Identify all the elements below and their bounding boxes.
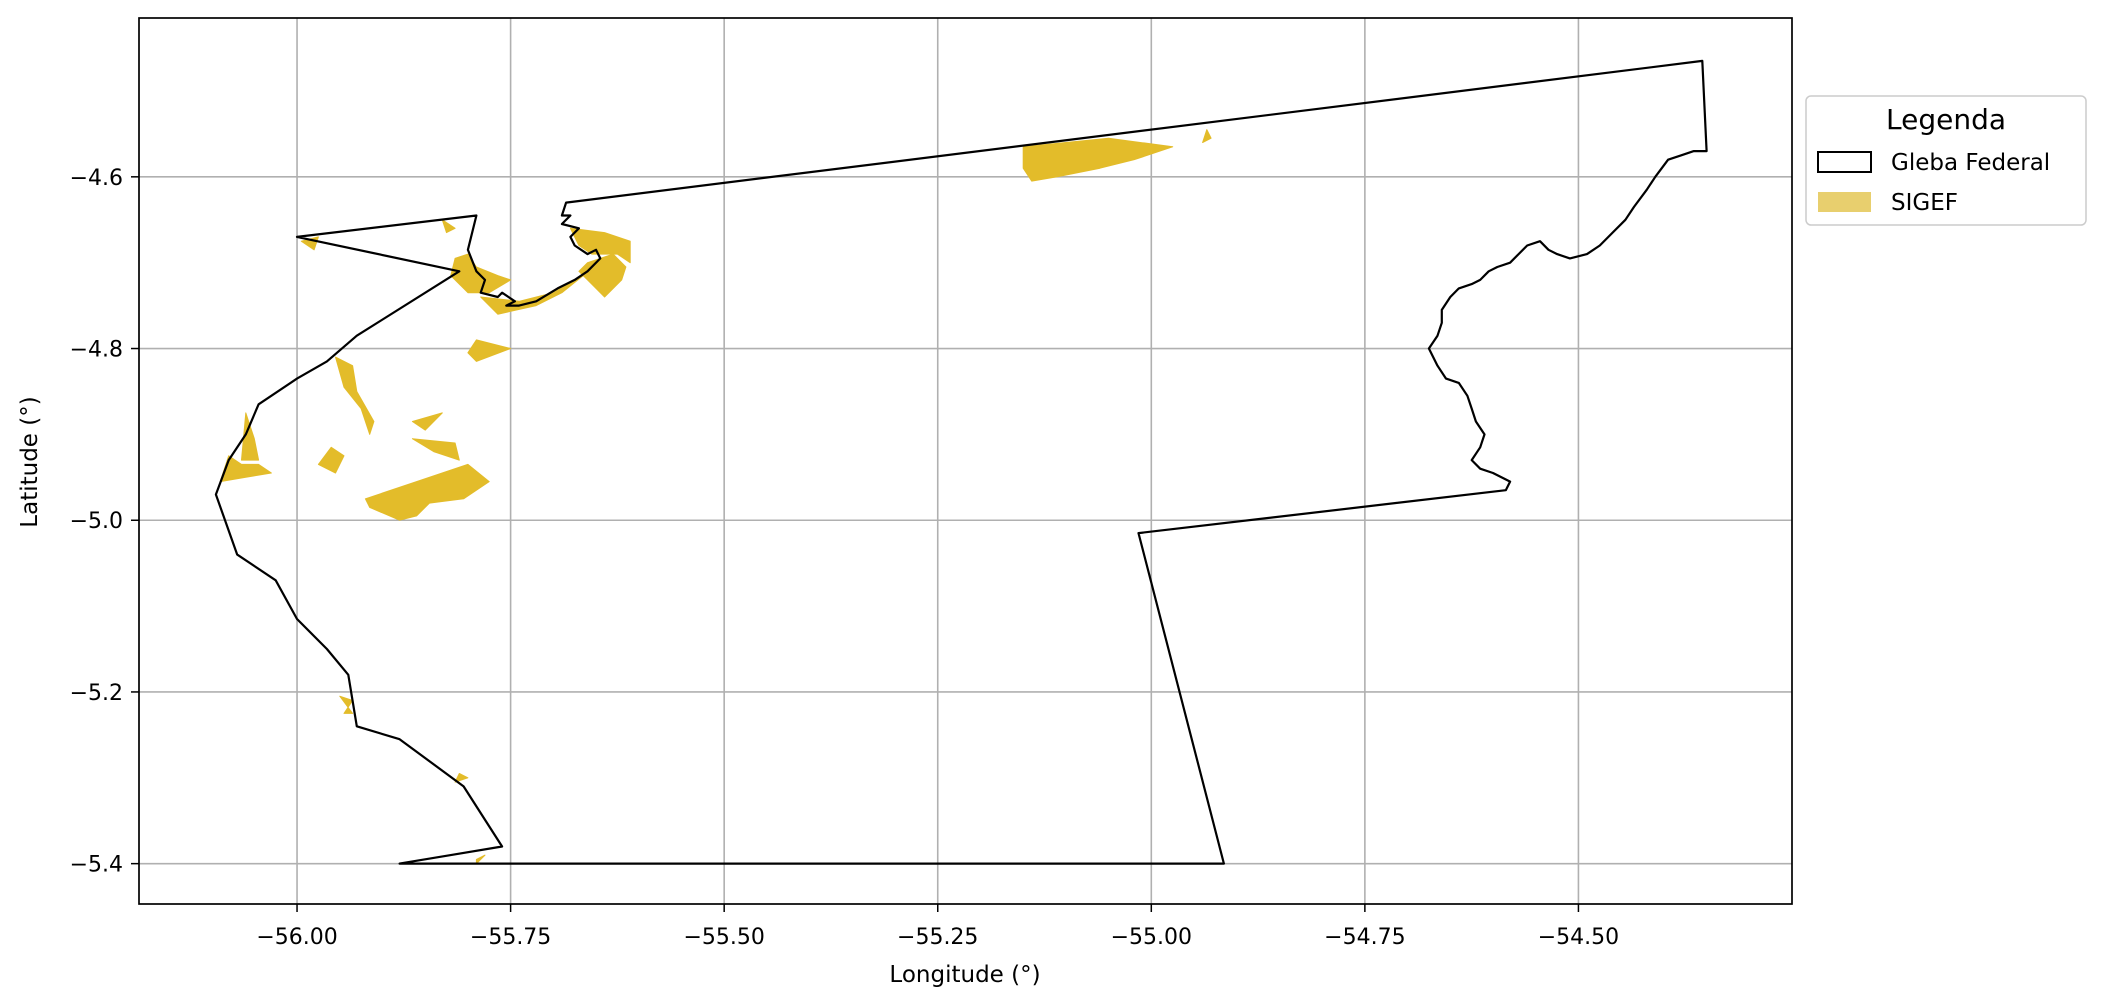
sigef-parcel [335,356,375,435]
sigef-parcel [441,219,456,234]
x-tick-label: −55.75 [470,925,551,950]
x-tick-label: −55.50 [683,925,764,950]
legend-swatch-sigef [1818,192,1871,212]
y-axis-label: Latitude (°) [17,396,43,527]
y-tick-label: −5.0 [70,509,123,534]
x-tick-label: −56.00 [256,925,337,950]
grid-lines [139,18,1792,904]
x-tick-label: −55.00 [1111,925,1192,950]
legend-title: Legenda [1886,103,2006,136]
legend-box [1805,95,2087,226]
sigef-parcel [411,438,460,461]
y-tick-label: −5.4 [70,853,123,878]
legend: Legenda Gleba Federal SIGEF [1805,95,2087,226]
legend-label-sigef: SIGEF [1891,190,1958,216]
sigef-parcel [569,227,631,264]
sigef-parcel [317,446,345,474]
legend-label-gleba-federal: Gleba Federal [1891,150,2050,176]
y-tick-label: −4.6 [70,166,123,191]
plot-frame [138,17,1793,905]
sigef-parcel [475,854,486,865]
sigef-parcel [454,773,469,783]
sigef-parcel [411,412,443,431]
legend-swatch-gleba-federal [1817,151,1872,173]
sigef-parcel [1022,137,1174,182]
y-tick-label: −5.2 [70,681,123,706]
x-tick-label: −54.75 [1324,925,1405,950]
y-tick-label: −4.8 [70,338,123,363]
x-tick-label: −55.25 [897,925,978,950]
sigef-parcel [241,412,260,461]
gleba-federal-boundary [214,59,1708,865]
x-axis-label: Longitude (°) [889,962,1040,988]
sigef-parcel [339,695,354,714]
gleba-federal-layer [214,59,1708,865]
x-tick-label: −54.50 [1538,925,1619,950]
axis-ticks: −56.00 −55.75 −55.50 −55.25 −55.00 −54.75 −54.… [70,166,1620,950]
sigef-parcel [1202,129,1212,143]
sigef-parcel [364,463,490,521]
sigef-parcel [578,253,627,298]
sigef-parcel [467,339,512,362]
